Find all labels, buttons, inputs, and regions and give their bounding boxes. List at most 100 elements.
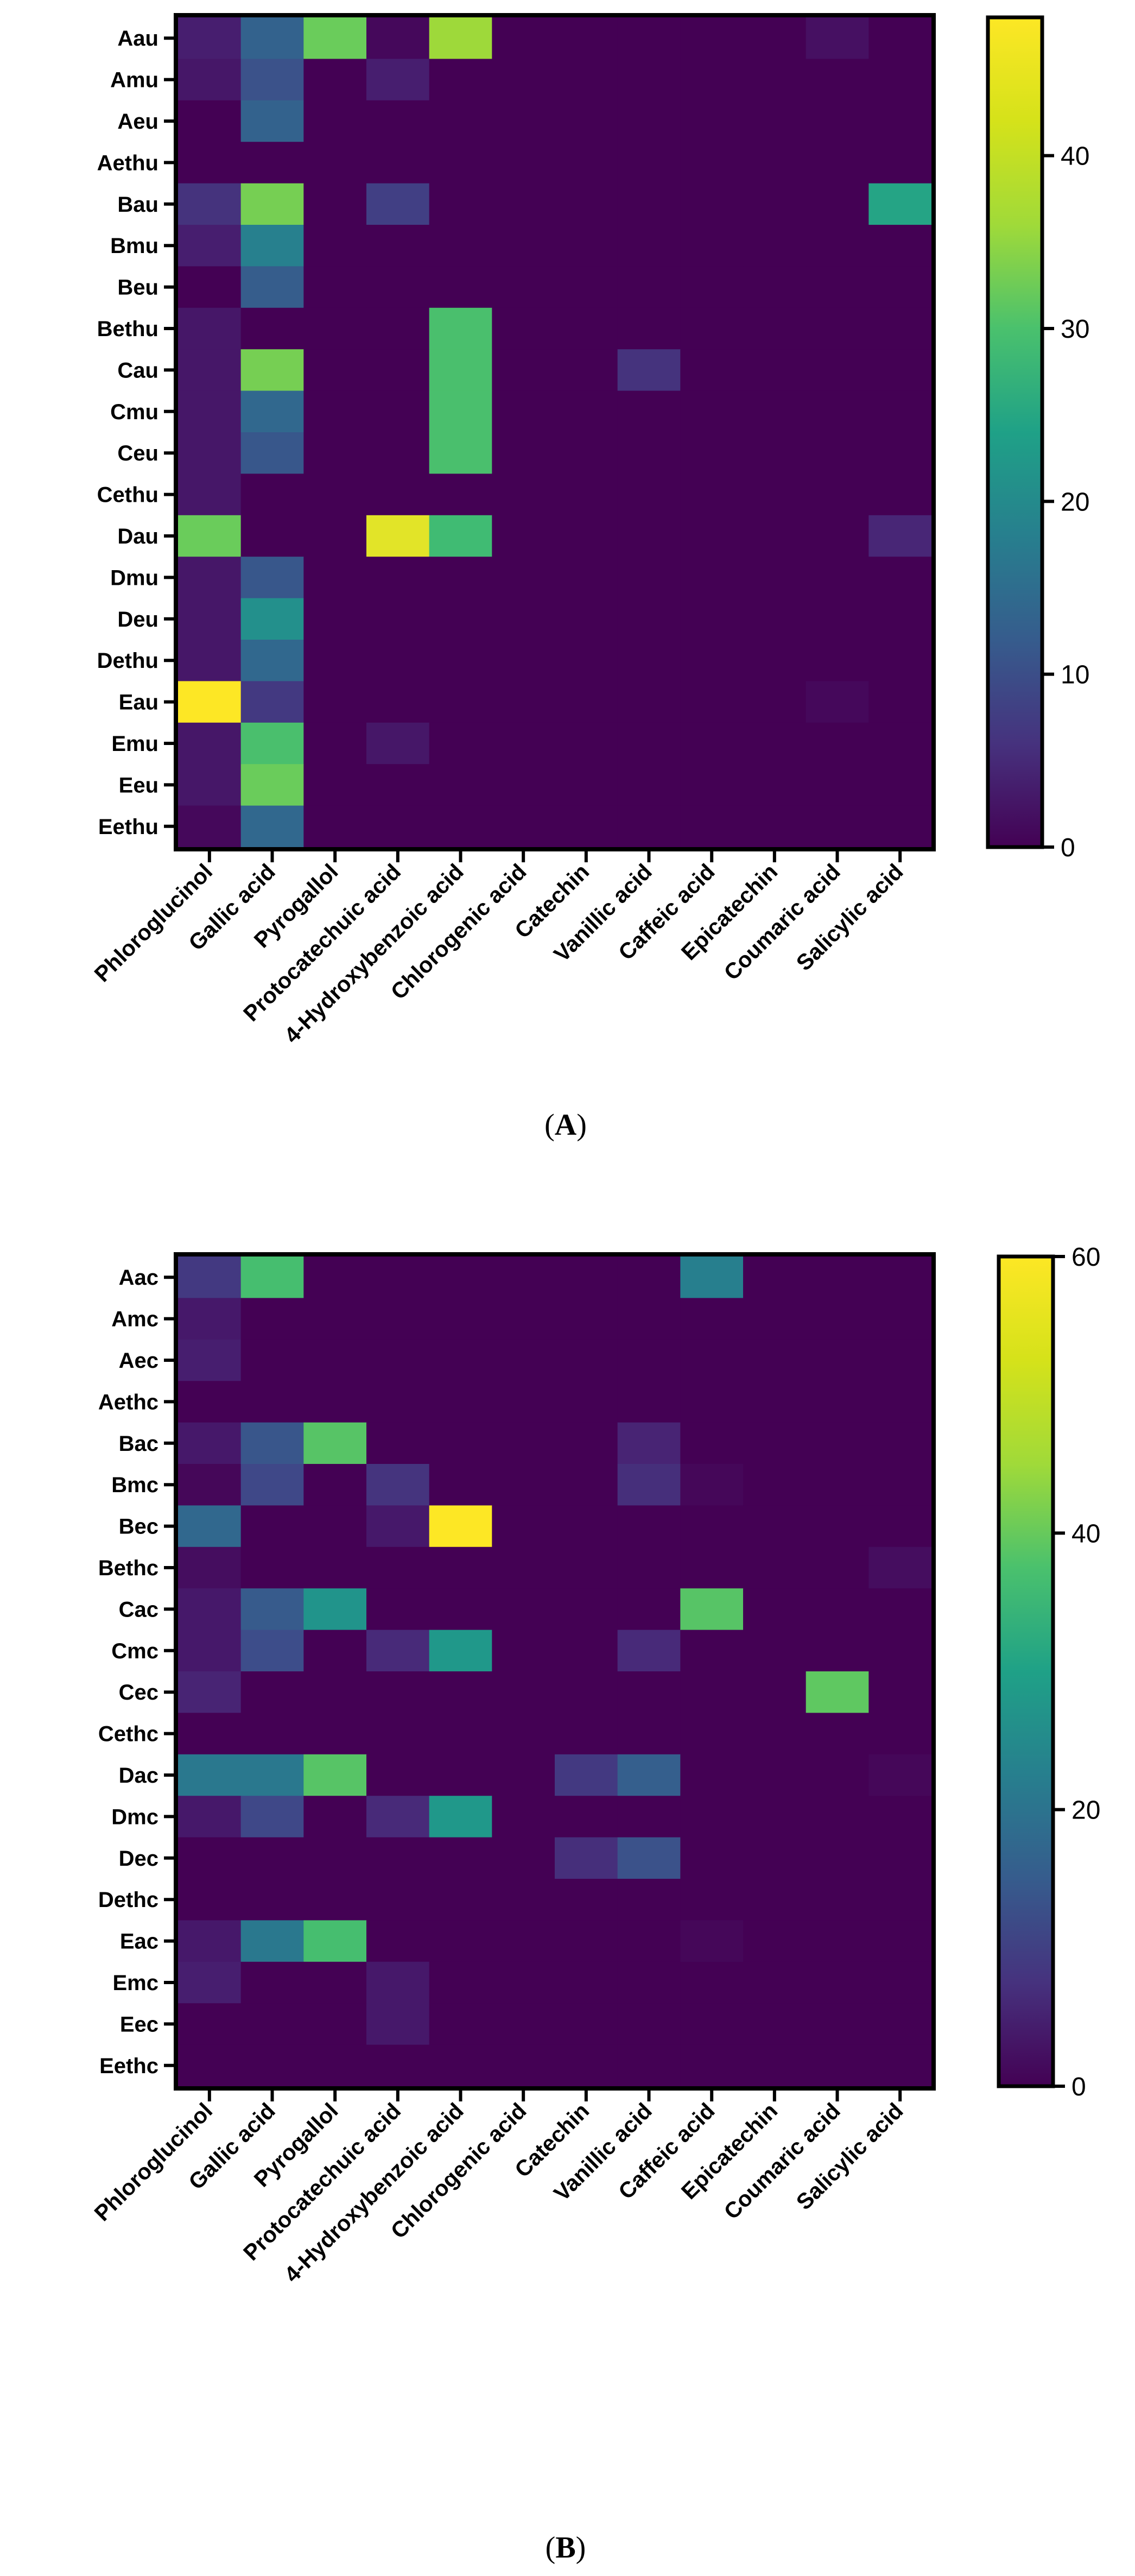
heatmap-cell: [366, 1671, 430, 1713]
heatmap-cell: [743, 142, 807, 184]
heatmap-cell: [555, 1879, 618, 1921]
heatmap-cell: [868, 805, 932, 848]
heatmap-cell: [303, 722, 367, 765]
row-label: Dau: [117, 525, 158, 548]
heatmap-cell: [555, 2003, 618, 2045]
heatmap-cell: [555, 764, 618, 806]
heatmap-cell: [178, 1546, 242, 1589]
heatmap-cell: [617, 1505, 681, 1548]
heatmap-cell: [240, 1381, 304, 1423]
heatmap-cell: [178, 1422, 242, 1464]
heatmap-cell: [680, 266, 744, 308]
heatmap-cell: [429, 100, 492, 142]
heatmap-cell: [806, 1630, 869, 1672]
heatmap-cell: [806, 1464, 869, 1506]
row-label: Eau: [119, 691, 158, 715]
heatmap-cell: [555, 722, 618, 765]
heatmap-cell: [240, 764, 304, 806]
heatmap-cell: [868, 1920, 932, 1962]
heatmap-cell: [617, 1546, 681, 1589]
heatmap-cell: [240, 1671, 304, 1713]
heatmap-cell: [555, 266, 618, 308]
heatmap-cell: [617, 307, 681, 350]
heatmap-cell: [868, 1381, 932, 1423]
heatmap-cell: [366, 59, 430, 101]
heatmap-cell: [743, 1630, 807, 1672]
heatmap-cell: [303, 225, 367, 267]
heatmap-cell: [555, 473, 618, 516]
heatmap-cell: [429, 307, 492, 350]
heatmap-cell: [366, 473, 430, 516]
heatmap-cell: [240, 1505, 304, 1548]
heatmap-cell: [303, 183, 367, 225]
heatmap-cell: [366, 1505, 430, 1548]
heatmap-cell: [555, 1381, 618, 1423]
heatmap-cell: [555, 1796, 618, 1838]
heatmap-cell: [555, 307, 618, 350]
heatmap-cell: [429, 805, 492, 848]
heatmap-cell: [492, 1298, 555, 1340]
heatmap-cell: [429, 1671, 492, 1713]
heatmap-cell: [366, 598, 430, 640]
heatmap-cell: [617, 1422, 681, 1464]
row-label: Eethu: [98, 815, 158, 839]
heatmap-cell: [240, 100, 304, 142]
heatmap-cell: [240, 2044, 304, 2087]
heatmap-cell: [492, 307, 555, 350]
heatmap-cell: [366, 1381, 430, 1423]
heatmap-cell: [680, 225, 744, 267]
heatmap-cell: [743, 473, 807, 516]
heatmap-cell: [617, 764, 681, 806]
heatmap-cell: [743, 349, 807, 392]
heatmap-cell: [178, 266, 242, 308]
colorbar-tick-label: 0: [1071, 2073, 1086, 2101]
heatmap-cell: [429, 681, 492, 723]
colorbar-gradient: [999, 1257, 1053, 2086]
heatmap-cell: [429, 59, 492, 101]
heatmap-cell: [492, 598, 555, 640]
heatmap-cell: [492, 1339, 555, 1381]
heatmap-cell: [680, 1339, 744, 1381]
heatmap-cell: [429, 1879, 492, 1921]
row-label: Cethc: [98, 1722, 158, 1746]
heatmap-cell: [806, 2003, 869, 2045]
heatmap-cell: [868, 722, 932, 765]
plot-frame: [174, 1252, 936, 2091]
heatmap-cell: [303, 598, 367, 640]
heatmap-cell: [680, 473, 744, 516]
heatmap-cell: [555, 1961, 618, 2004]
heatmap-cell: [555, 100, 618, 142]
heatmap-cell: [680, 1671, 744, 1713]
heatmap-cell: [868, 1961, 932, 2004]
heatmap-cell: [743, 681, 807, 723]
heatmap-cell: [178, 1920, 242, 1962]
heatmap-cell: [617, 349, 681, 392]
heatmap-cell: [429, 2003, 492, 2045]
heatmap-cell: [617, 390, 681, 433]
heatmap-cell: [492, 764, 555, 806]
heatmap-cell: [429, 473, 492, 516]
panel-b: Aac Amc Aec Aethc Bac Bmc Bec Bethc Cac Cmc Cec Cet…: [90, 1243, 1101, 2565]
heatmap-cell: [555, 2044, 618, 2087]
heatmap-cell: [178, 1961, 242, 2004]
heatmap-cell: [617, 1381, 681, 1423]
heatmap-cell: [429, 1505, 492, 1548]
heatmap-cell: [617, 2003, 681, 2045]
heatmap-cell: [743, 1546, 807, 1589]
heatmap-cell: [492, 2044, 555, 2087]
heatmap-cell: [178, 432, 242, 474]
heatmap-cell: [868, 1257, 932, 1298]
heatmap-cell: [303, 142, 367, 184]
heatmap-cell: [743, 557, 807, 599]
heatmap-cell: [366, 266, 430, 308]
heatmap-cell: [303, 59, 367, 101]
heatmap-cell: [303, 1339, 367, 1381]
heatmap-cell: [178, 1837, 242, 1879]
heatmap-cell: [617, 1630, 681, 1672]
heatmap-cell: [429, 1630, 492, 1672]
heatmap-cell: [178, 59, 242, 101]
heatmap-cell: [868, 1505, 932, 1548]
heatmap-cell: [743, 17, 807, 59]
panel-a: Aau Amu Aeu Aethu Bau Bmu Beu Bethu Cau Cmu Ceu Cet…: [90, 13, 1089, 1142]
heatmap-cell: [240, 349, 304, 392]
